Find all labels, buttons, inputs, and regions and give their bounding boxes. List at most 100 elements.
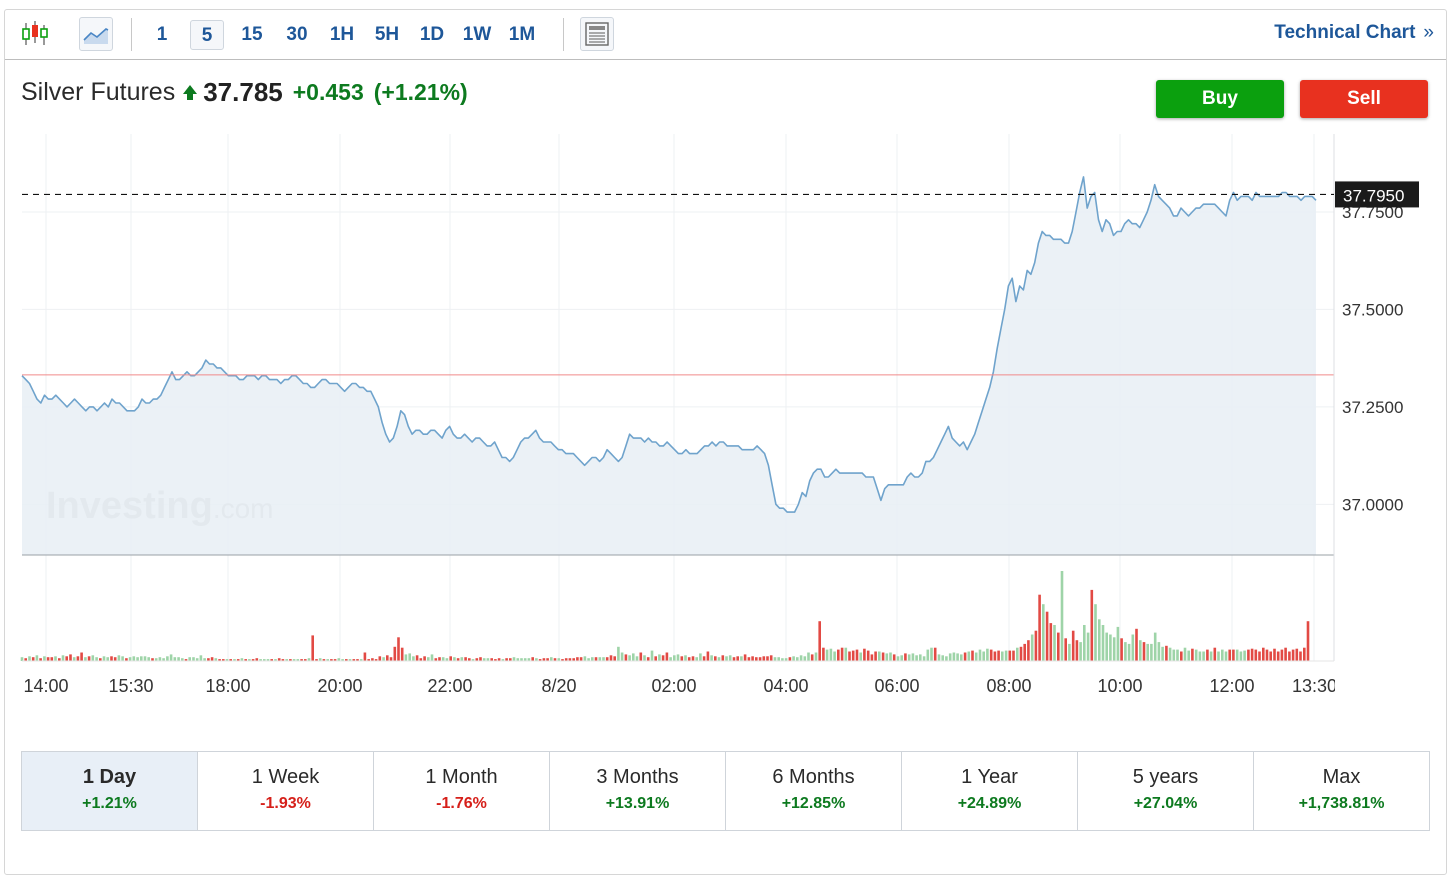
interval-30[interactable]: 30 [286,24,308,45]
price-chart[interactable]: Investing.com37.750037.500037.250037.000… [0,0,1456,720]
volume-bar [628,655,631,661]
volume-bar [1127,643,1131,661]
volume-bar [352,659,356,661]
volume-bar [870,654,874,661]
volume-bar [1288,651,1291,661]
volume-bar [665,652,669,661]
period-5-years[interactable]: 5 years +27.04% [1077,752,1253,830]
volume-bar [132,656,136,661]
volume-bar [1284,647,1287,661]
volume-bar [941,655,944,661]
interval-1[interactable]: 1 [156,24,168,45]
volume-bar [1191,648,1194,661]
volume-bar [728,655,732,661]
area-chart-icon[interactable] [79,17,113,51]
sell-button[interactable]: Sell [1300,80,1428,118]
performance-periods: 1 Day +1.21% 1 Week -1.93% 1 Month -1.76% 3 Mo… [21,751,1430,831]
volume-bar [557,658,561,661]
volume-bar [229,659,232,661]
volume-bar [378,656,382,661]
period-3-months[interactable]: 3 Months +13.91% [549,752,725,830]
volume-bar [154,658,158,661]
volume-bar [993,651,997,661]
interval-5h[interactable]: 5H [374,24,400,45]
volume-bar [654,656,657,661]
volume-bar [617,646,620,661]
volume-bar [986,648,989,661]
interval-1m[interactable]: 1M [508,24,536,45]
volume-bar [28,656,31,661]
interval-1h[interactable]: 1H [329,24,355,45]
volume-bar [397,637,400,661]
candlestick-icon[interactable] [19,17,53,51]
technical-chart-link[interactable]: Technical Chart » [1274,22,1434,44]
period-6-months[interactable]: 6 Months +12.85% [725,752,901,830]
volume-bar [479,657,482,661]
volume-bar [810,654,814,661]
volume-bar [1206,649,1209,661]
volume-bar [863,648,866,661]
volume-bar [266,659,270,661]
volume-bar [848,651,851,661]
volume-bar [1187,650,1190,661]
volume-bar [430,654,434,661]
volume-bar [1217,651,1220,661]
period-1-month[interactable]: 1 Month -1.76% [373,752,549,830]
volume-bar [102,656,106,661]
volume-bar [117,655,121,661]
volume-bar [72,657,76,661]
volume-bar [989,649,993,661]
volume-bar [460,657,464,661]
x-tick-label: 20:00 [317,676,362,696]
period-max[interactable]: Max +1,738.81% [1253,752,1429,830]
volume-bar [643,655,646,661]
volume-bar [419,658,423,661]
period-label: 6 Months [772,766,855,788]
volume-bar [259,659,262,661]
volume-bar [1299,651,1302,661]
volume-bar [99,658,102,661]
volume-bar [1295,648,1299,661]
interval-1d[interactable]: 1D [419,24,445,45]
interval-5[interactable]: 5 [190,20,224,50]
volume-bar [337,658,341,661]
interval-15[interactable]: 15 [241,24,263,45]
volume-bar [233,659,236,661]
chart-toolbar: 1 5 15 30 1H 5H 1D 1W 1M Technical Chart» [5,10,1446,60]
volume-bar [1243,650,1246,661]
instrument-header: Silver Futures 37.785 +0.453 (+1.21%) [21,77,468,109]
period-1-day[interactable]: 1 Day +1.21% [22,752,197,830]
volume-bar [1071,630,1075,661]
volume-bar [304,659,307,661]
period-1-year[interactable]: 1 Year +24.89% [901,752,1077,830]
volume-bar [348,659,352,661]
volume-bar [922,656,926,661]
volume-bar [937,654,941,661]
interval-1w[interactable]: 1W [462,24,492,45]
x-tick-label: 22:00 [427,676,472,696]
volume-bar [110,656,113,661]
volume-bar [158,657,162,661]
volume-bar [911,653,915,661]
volume-bar [173,657,177,661]
volume-bar [244,659,247,661]
volume-bar [1224,651,1228,661]
volume-bar [505,658,508,661]
volume-bar [441,657,445,661]
volume-bar [550,657,553,661]
volume-bar [69,654,72,661]
volume-bar [326,659,329,661]
buy-button[interactable]: Buy [1156,80,1284,118]
volume-bar [512,657,516,661]
volume-bar [721,655,725,661]
volume-bar [475,658,479,661]
volume-bar [121,656,124,661]
volume-bar [717,657,721,661]
period-label: Max [1322,766,1361,788]
volume-bar [1157,642,1161,661]
volume-bar [740,656,743,661]
layout-panel-icon[interactable] [580,17,614,51]
period-change: +13.91% [605,795,670,812]
volume-bar [1098,619,1101,661]
period-1-week[interactable]: 1 Week -1.93% [197,752,373,830]
